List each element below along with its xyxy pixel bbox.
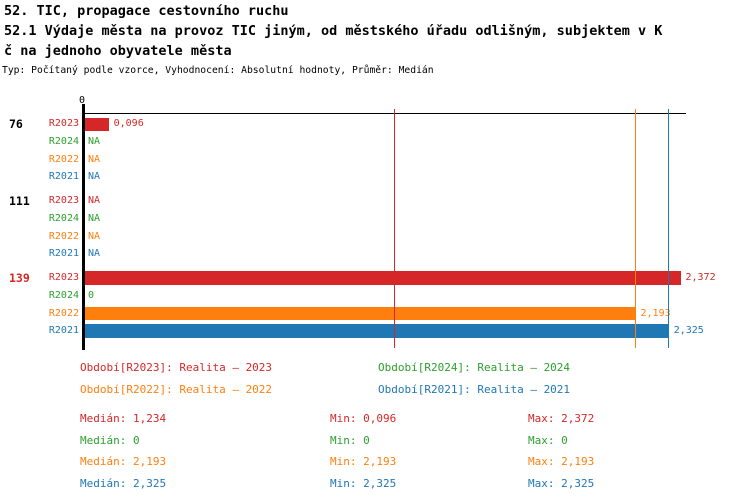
stat-max: Max: 2,325 [528, 477, 595, 490]
group-label: 139 [9, 270, 30, 285]
series-label: R2022 [48, 230, 79, 242]
indicator-title-line2: č na jednoho obyvatele města [4, 43, 232, 59]
bar [84, 324, 669, 338]
stats-row-r2022: Medián: 2,193 Min: 2,193 Max: 2,193 [0, 455, 750, 469]
median-line-r2021 [667, 109, 670, 348]
series-label: R2023 [48, 195, 79, 207]
median-line-r2023 [393, 109, 396, 348]
zero-value-label: 0 [88, 289, 95, 301]
na-label: NA [88, 248, 101, 260]
stats-row-r2024: Medián: 0 Min: 0 Max: 0 [0, 434, 750, 448]
na-label: NA [88, 230, 101, 242]
stat-max: Max: 0 [528, 434, 568, 447]
x-axis-zero-tick-label: 0 [78, 95, 86, 106]
legend-item-r2022: Období[R2022]: Realita – 2022 [80, 383, 273, 396]
y-axis-line [81, 104, 85, 350]
legend-item-r2024: Období[R2024]: Realita – 2024 [378, 361, 571, 374]
na-label: NA [88, 195, 101, 207]
indicator-group-title: 52. TIC, propagace cestovního ruchu [4, 3, 289, 19]
stats-row-r2021: Medián: 2,325 Min: 2,325 Max: 2,325 [0, 477, 750, 491]
bar-value-label: 2,372 [685, 272, 716, 284]
na-label: NA [88, 153, 101, 165]
na-label: NA [88, 212, 101, 224]
stat-min: Min: 0 [330, 434, 370, 447]
bar [84, 117, 109, 132]
stat-median: Medián: 2,193 [80, 455, 167, 468]
stats-row-r2023: Medián: 1,234 Min: 0,096 Max: 2,372 [0, 412, 750, 426]
bar [84, 306, 636, 321]
stat-median: Medián: 1,234 [80, 412, 167, 425]
bar-value-label: 2,193 [640, 307, 671, 319]
legend-item-r2023: Období[R2023]: Realita – 2023 [80, 361, 273, 374]
x-axis-line [84, 112, 686, 115]
stat-median: Medián: 0 [80, 434, 140, 447]
stat-max: Max: 2,193 [528, 455, 595, 468]
indicator-meta: Typ: Počítaný podle vzorce, Vyhodnocení:… [2, 65, 434, 76]
stat-median: Medián: 2,325 [80, 477, 167, 490]
series-label: R2024 [48, 136, 79, 147]
bar-chart: 0 R2023 76 0,096 R2024 NA R2022 NA R2021 NA R2023… [0, 95, 750, 357]
stat-min: Min: 2,193 [330, 455, 397, 468]
na-label: NA [88, 171, 101, 183]
series-label: R2021 [48, 325, 79, 337]
bar-value-label: 0,096 [113, 118, 144, 130]
indicator-title-line1: 52.1 Výdaje města na provoz TIC jiným, o… [4, 23, 663, 39]
stat-max: Max: 2,372 [528, 412, 595, 425]
series-label: R2022 [48, 153, 79, 165]
series-label: R2024 [48, 289, 79, 301]
stat-min: Min: 2,325 [330, 477, 397, 490]
bar [84, 271, 681, 285]
legend-item-r2021: Období[R2021]: Realita – 2021 [378, 383, 571, 396]
series-label: R2024 [48, 212, 79, 224]
bar-value-label: 2,325 [673, 325, 704, 337]
series-label: R2023 [48, 272, 79, 284]
series-label: R2023 [48, 118, 79, 130]
median-line-r2022 [634, 109, 637, 348]
na-label: NA [88, 136, 101, 147]
stat-min: Min: 0,096 [330, 412, 397, 425]
series-label: R2021 [48, 248, 79, 260]
group-label: 111 [9, 193, 30, 208]
series-label: R2022 [48, 307, 79, 319]
group-label: 76 [9, 116, 23, 131]
series-label: R2021 [48, 171, 79, 183]
